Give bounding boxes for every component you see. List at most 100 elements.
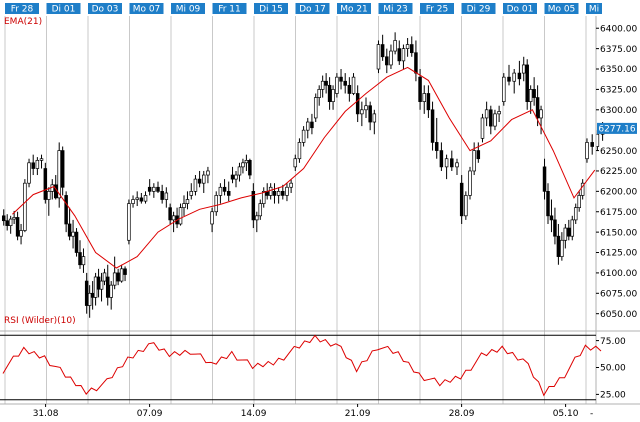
candle-down bbox=[507, 76, 511, 82]
candle-up bbox=[360, 109, 364, 115]
candle-up bbox=[521, 64, 526, 74]
top-date-badge bbox=[420, 3, 454, 14]
candle-down bbox=[343, 80, 347, 86]
top-date-badge bbox=[171, 3, 205, 14]
price-panel: EMA(21) bbox=[1, 17, 605, 318]
top-date-label: Mi 09 bbox=[176, 5, 201, 15]
candle-down bbox=[567, 227, 571, 237]
candle-up bbox=[255, 215, 259, 221]
candle-down bbox=[546, 191, 550, 217]
rsi-axis: 75.00 50.00 25.00 bbox=[596, 337, 626, 401]
candle-up bbox=[376, 44, 381, 70]
candle-down bbox=[248, 160, 252, 176]
top-date-label: Di 29 bbox=[467, 5, 491, 15]
candle-down bbox=[459, 182, 464, 217]
candle-down bbox=[105, 276, 110, 298]
candle-up bbox=[8, 218, 13, 226]
candle-up bbox=[422, 93, 426, 102]
candle-up bbox=[320, 80, 325, 90]
candle-down bbox=[324, 80, 328, 86]
candle-up bbox=[268, 186, 273, 196]
candle-down bbox=[439, 150, 444, 168]
candle-up bbox=[401, 48, 406, 62]
candle-down bbox=[489, 109, 493, 127]
candle-down bbox=[230, 174, 235, 180]
candle-down bbox=[90, 292, 95, 298]
candle-down bbox=[339, 76, 343, 82]
candle-up bbox=[171, 215, 176, 221]
price-tick-label: 6250.00 bbox=[600, 147, 637, 157]
candle-up bbox=[444, 158, 449, 168]
candle-up bbox=[185, 199, 190, 204]
candle-up bbox=[27, 162, 31, 184]
candle-down bbox=[426, 93, 431, 111]
candle-down bbox=[226, 191, 231, 196]
candle-down bbox=[147, 186, 152, 192]
bottom-date-label: 21.09 bbox=[345, 409, 371, 419]
candle-up bbox=[455, 162, 459, 168]
candle-up bbox=[135, 197, 139, 200]
top-date-badge bbox=[337, 3, 371, 14]
candle-down bbox=[476, 150, 481, 160]
candle-down bbox=[368, 105, 372, 123]
rsi-tick-label: 75.00 bbox=[600, 337, 626, 347]
candle-up bbox=[335, 76, 339, 94]
candle-up bbox=[297, 142, 302, 160]
candle-down bbox=[525, 64, 529, 102]
top-date-label: Do 17 bbox=[299, 5, 326, 15]
candle-down bbox=[31, 162, 35, 169]
last-price-badge: 6277.16 bbox=[597, 122, 637, 134]
candles-layer bbox=[1, 32, 605, 318]
price-tick-label: 6075.00 bbox=[600, 289, 637, 299]
candle-up bbox=[127, 203, 131, 241]
candle-up bbox=[293, 158, 298, 168]
candle-up bbox=[87, 292, 92, 306]
price-tick-label: 6300.00 bbox=[600, 106, 637, 116]
top-date-label: Fr 25 bbox=[426, 5, 449, 15]
candle-up bbox=[484, 109, 489, 119]
candle-up bbox=[81, 256, 86, 266]
top-date-label: Fr 28 bbox=[11, 5, 34, 15]
candle-up bbox=[71, 231, 75, 237]
price-tick-label: 6225.00 bbox=[600, 167, 637, 177]
candle-up bbox=[563, 227, 568, 241]
last-price-value: 6277.16 bbox=[598, 124, 635, 134]
price-tick-label: 6050.00 bbox=[600, 310, 637, 320]
candle-up bbox=[585, 142, 589, 160]
candle-down bbox=[160, 191, 164, 200]
last-price-box bbox=[597, 122, 637, 134]
candle-down bbox=[355, 93, 360, 115]
ema-line bbox=[12, 66, 596, 269]
candle-down bbox=[590, 142, 594, 147]
candle-up bbox=[23, 182, 27, 231]
top-date-badge bbox=[212, 3, 247, 14]
price-tick-label: 6350.00 bbox=[600, 65, 637, 75]
price-tick-label: 6200.00 bbox=[600, 188, 637, 198]
candle-down bbox=[64, 195, 68, 225]
candle-down bbox=[517, 72, 522, 80]
candle-up bbox=[502, 76, 506, 102]
scroll-arrow-icon[interactable]: - bbox=[590, 409, 593, 419]
candle-down bbox=[418, 76, 422, 102]
candle-up bbox=[317, 89, 321, 98]
candle-up bbox=[19, 230, 23, 237]
candle-up bbox=[351, 76, 356, 94]
candle-down bbox=[347, 84, 352, 94]
top-date-label: Di 01 bbox=[52, 5, 76, 15]
candle-down bbox=[116, 272, 120, 282]
top-date-badge bbox=[544, 3, 579, 14]
candle-up bbox=[35, 160, 40, 169]
top-date-label: Mo 21 bbox=[340, 5, 368, 15]
candle-down bbox=[123, 268, 127, 275]
candle-up bbox=[210, 211, 214, 225]
candle-up bbox=[331, 89, 335, 102]
candle-down bbox=[60, 150, 65, 188]
candle-up bbox=[131, 199, 135, 204]
candle-down bbox=[251, 191, 256, 221]
candle-up bbox=[285, 186, 289, 196]
top-date-badge bbox=[5, 3, 39, 14]
candle-up bbox=[261, 191, 266, 204]
candle-up bbox=[189, 191, 194, 196]
candle-up bbox=[218, 186, 223, 196]
